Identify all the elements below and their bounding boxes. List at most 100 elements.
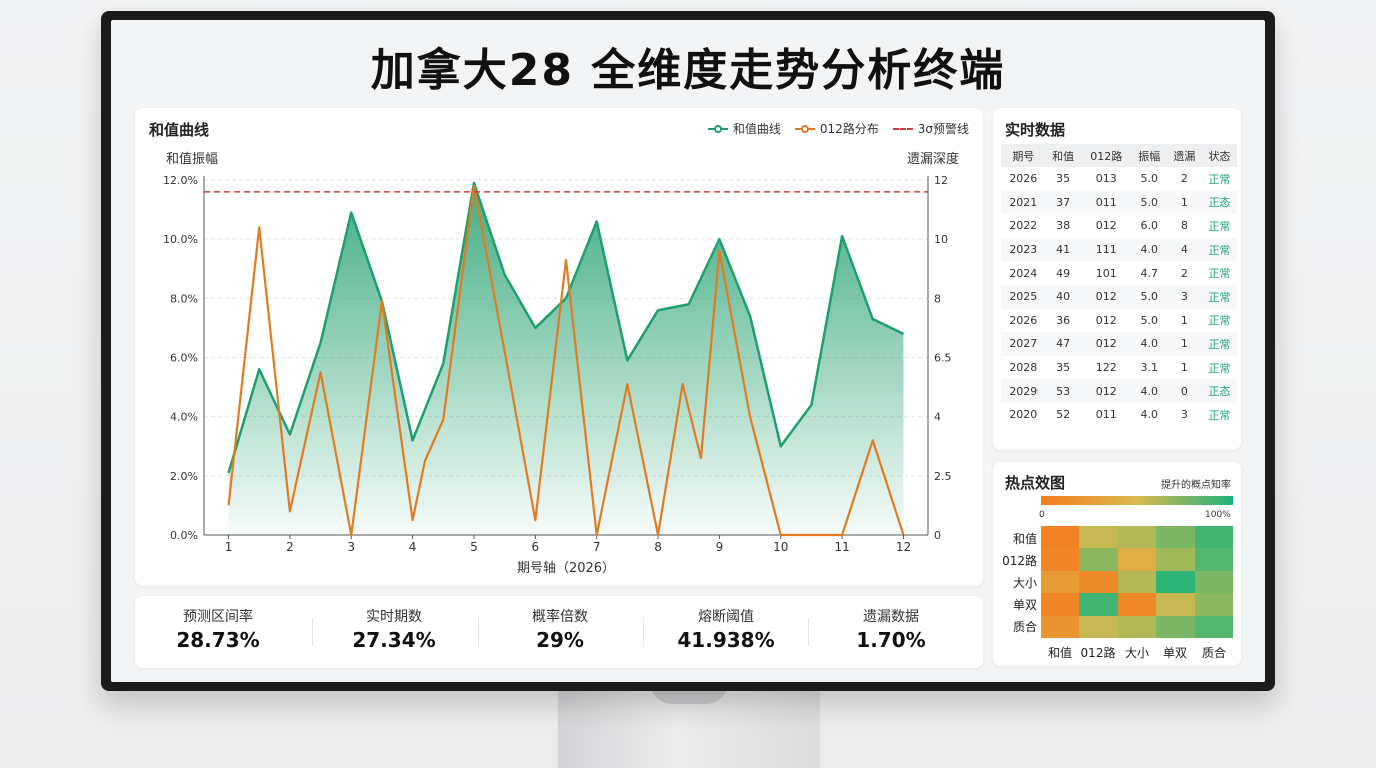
legend-item-sum[interactable]: 和值曲线 [707, 120, 781, 137]
route-series-line [227, 184, 905, 537]
stat-value: 28.73% [176, 628, 260, 652]
heatmap-cell[interactable] [1079, 615, 1118, 638]
table-row[interactable]: 2027 47 012 4.0 1 正常 [1001, 332, 1237, 356]
sum-series-line [227, 181, 905, 474]
heatmap-col-label: 012路 [1080, 646, 1116, 660]
table-row[interactable]: 2022 38 012 6.0 8 正常 [1001, 214, 1237, 238]
x-axis-title: 期号轴（2026） [517, 561, 615, 576]
table-cell: 8 [1180, 219, 1188, 233]
x-tick: 3 [347, 540, 355, 554]
y-axis-title-left: 和值振幅 [166, 151, 218, 167]
heatmap-cell[interactable] [1117, 548, 1157, 571]
heatmap-cell[interactable] [1117, 526, 1157, 549]
x-tick: 11 [834, 540, 849, 554]
stat-realtime-periods: 实时期数 27.34% [311, 606, 477, 652]
table-row[interactable]: 2028 35 122 3.1 1 正常 [1001, 356, 1237, 380]
heatmap-cell[interactable] [1156, 570, 1195, 594]
stat-fuse-threshold: 熔断阈值 41.938% [643, 606, 809, 652]
column-header[interactable]: 012路 [1080, 144, 1132, 167]
heatmap-cell[interactable] [1079, 548, 1118, 571]
heatmap-cell[interactable] [1156, 548, 1195, 571]
stat-label: 熔断阈值 [698, 609, 754, 625]
table-row[interactable]: 2029 53 012 4.0 0 正态 [1001, 379, 1237, 403]
heatmap-cell[interactable] [1156, 526, 1195, 549]
table-row[interactable]: 2021 37 011 5.0 1 正态 [1001, 190, 1237, 215]
heatmap-cell[interactable] [1156, 615, 1195, 638]
stat-forecast-rate: 预测区间率 28.73% [135, 606, 301, 652]
stat-label: 实时期数 [366, 609, 422, 625]
main-chart-card: 0.0% 0 2.0% 2.5 4.0% 4 6.0% 6.5 8.0% 8 10.0% 10 12.0… [135, 108, 983, 586]
heatmap-cell[interactable] [1117, 593, 1157, 616]
y-tick-right: 4 [934, 411, 941, 424]
table-cell: 37 [1045, 190, 1081, 215]
table-cell: 53 [1045, 379, 1081, 403]
divider [312, 618, 313, 646]
table-cell: 6.0 [1140, 219, 1159, 233]
table-row[interactable]: 2023 41 111 4.0 4 正常 [1001, 237, 1237, 262]
table-row[interactable]: 2026 35 013 5.0 2 正常 [1001, 167, 1237, 191]
heatmap-cell[interactable] [1041, 548, 1080, 571]
table-cell: 4.0 [1131, 237, 1167, 262]
column-header[interactable]: 状态 [1201, 144, 1237, 167]
y-tick-right: 8 [934, 292, 941, 305]
legend-item-warning[interactable]: 3σ预警线 [892, 120, 969, 137]
table-cell: 2026 [1009, 313, 1038, 327]
heatmap-cell[interactable] [1079, 526, 1118, 549]
heatmap-cell[interactable] [1117, 615, 1157, 638]
heatmap-cell[interactable] [1041, 526, 1080, 549]
heatmap-row-label: 质合 [1012, 620, 1037, 634]
table-cell: 40 [1045, 284, 1081, 309]
table-row[interactable]: 2024 49 101 4.7 2 正常 [1001, 261, 1237, 285]
column-header[interactable]: 振幅 [1131, 144, 1167, 167]
column-header[interactable]: 遗漏 [1166, 144, 1202, 167]
x-tick: 1 [225, 540, 233, 554]
heatmap-cell[interactable] [1079, 593, 1118, 616]
realtime-title: 实时数据 [1005, 121, 1066, 139]
scale-max-label: 100% [1205, 510, 1231, 520]
stat-value: 29% [536, 628, 584, 652]
heatmap-cell[interactable] [1041, 593, 1080, 616]
column-header[interactable]: 期号 [1001, 144, 1046, 167]
heatmap-hint: 提升的概点知率 [1161, 480, 1231, 491]
y-axis-title-right: 遗漏深度 [907, 151, 959, 167]
heatmap-cell[interactable] [1079, 570, 1118, 594]
table-cell: 35 [1056, 361, 1071, 375]
heatmap-cell[interactable] [1041, 570, 1080, 594]
heatmap-row-label: 012路 [1002, 554, 1037, 568]
table-cell: 2021 [1001, 190, 1046, 215]
legend-label: 012路分布 [819, 122, 879, 136]
x-tick: 7 [593, 540, 601, 554]
heatmap-cell[interactable] [1194, 615, 1233, 638]
heatmap-cell[interactable] [1194, 570, 1233, 594]
heatmap-cell[interactable] [1194, 548, 1233, 571]
status-cell: 正常 [1208, 219, 1231, 233]
table-cell: 012 [1080, 379, 1132, 403]
table-cell: 38 [1056, 219, 1071, 233]
table-cell: 2029 [1001, 379, 1046, 403]
table-cell: 4.0 [1131, 332, 1167, 356]
status-cell: 正常 [1201, 237, 1237, 262]
heatmap-cell[interactable] [1194, 526, 1233, 549]
table-row[interactable]: 2020 52 011 4.0 3 正常 [1001, 403, 1237, 427]
table-cell: 2 [1180, 172, 1188, 186]
heatmap-title: 热点效图 [1005, 474, 1066, 492]
heatmap-cell[interactable] [1117, 570, 1157, 594]
table-cell: 5.0 [1140, 172, 1159, 186]
status-cell: 正常 [1208, 267, 1231, 281]
table-row[interactable]: 2025 40 012 5.0 3 正常 [1001, 284, 1237, 309]
heatmap-color-scale [1041, 496, 1233, 505]
heatmap-cell[interactable] [1041, 615, 1080, 638]
y-tick-left: 0.0% [170, 529, 198, 542]
divider [478, 618, 479, 646]
table-cell: 2020 [1009, 408, 1038, 422]
heatmap-cell[interactable] [1194, 593, 1233, 616]
heatmap-cell[interactable] [1156, 593, 1195, 616]
legend-line-icon [707, 124, 728, 133]
table-row[interactable]: 2026 36 012 5.0 1 正常 [1001, 309, 1237, 333]
y-tick-right: 6.5 [934, 352, 952, 365]
stat-probability-multiple: 概率倍数 29% [477, 606, 643, 652]
table-cell: 3 [1180, 408, 1188, 422]
column-header[interactable]: 和值 [1045, 144, 1081, 167]
table-cell: 1 [1180, 361, 1188, 375]
legend-item-route[interactable]: 012路分布 [794, 120, 879, 137]
